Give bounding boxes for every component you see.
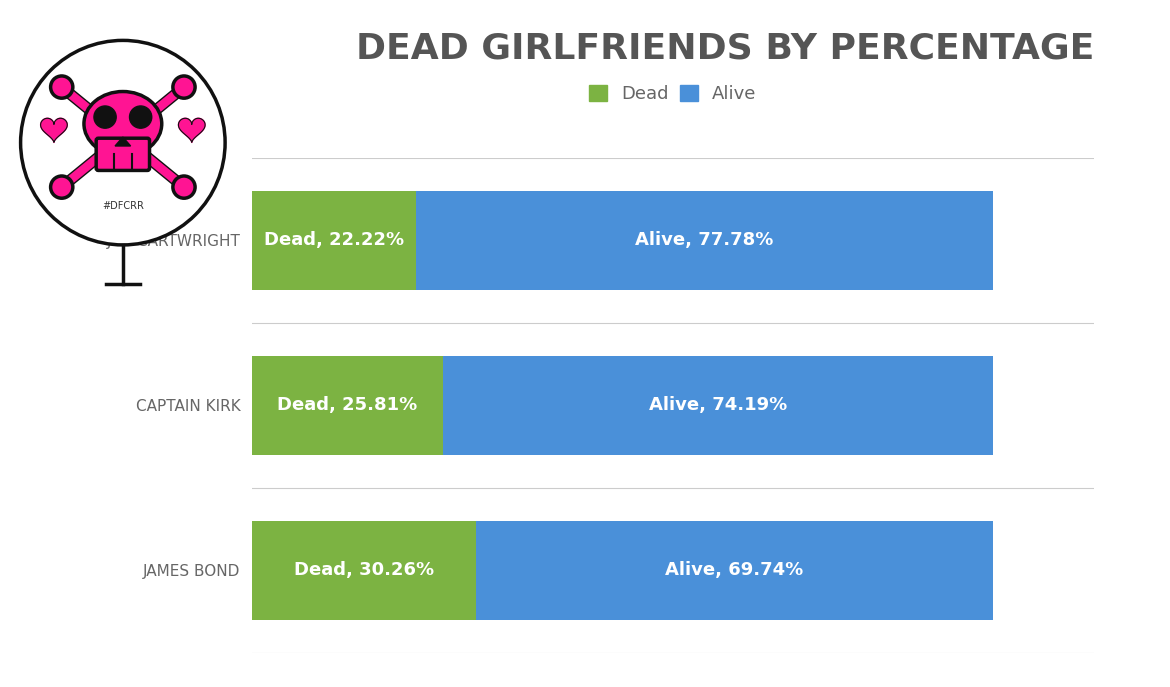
Bar	[443, 356, 993, 455]
Text: #DFCRR: #DFCRR	[102, 201, 144, 211]
Bar	[252, 356, 443, 455]
Circle shape	[94, 106, 116, 128]
Bar	[417, 191, 993, 290]
Text: Dead, 22.22%: Dead, 22.22%	[264, 232, 404, 249]
Polygon shape	[41, 118, 67, 142]
Circle shape	[173, 176, 195, 199]
Circle shape	[21, 41, 225, 245]
Ellipse shape	[84, 91, 161, 156]
Bar	[252, 191, 417, 290]
Text: DEAD GIRLFRIENDS BY PERCENTAGE: DEAD GIRLFRIENDS BY PERCENTAGE	[356, 31, 1095, 65]
Text: Alive, 77.78%: Alive, 77.78%	[635, 232, 773, 249]
Circle shape	[50, 176, 73, 199]
Circle shape	[130, 106, 152, 128]
Legend: Dead, Alive: Dead, Alive	[581, 78, 764, 111]
Circle shape	[50, 76, 73, 98]
Text: Alive, 69.74%: Alive, 69.74%	[666, 561, 804, 579]
Text: Alive, 74.19%: Alive, 74.19%	[648, 396, 787, 414]
Bar	[252, 521, 476, 620]
Text: Dead, 30.26%: Dead, 30.26%	[294, 561, 434, 579]
Polygon shape	[179, 118, 205, 142]
Polygon shape	[115, 137, 131, 146]
Text: Dead, 25.81%: Dead, 25.81%	[277, 396, 418, 414]
Bar	[476, 521, 993, 620]
Circle shape	[173, 76, 195, 98]
FancyBboxPatch shape	[96, 138, 150, 170]
